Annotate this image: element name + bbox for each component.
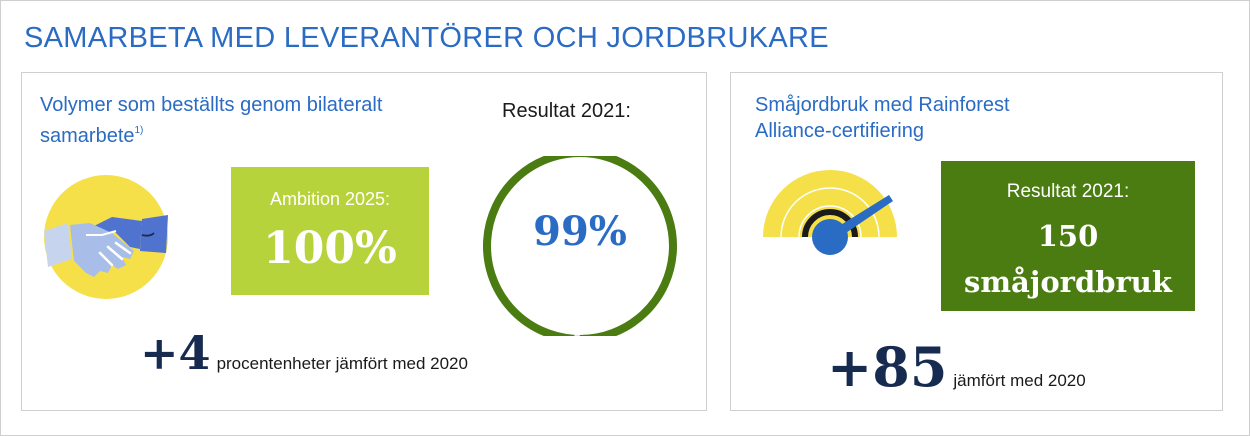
footnote-marker: 1)	[134, 125, 144, 136]
result-box: Resultat 2021: 150 småjordbruk	[941, 161, 1195, 311]
handshake-icon	[42, 173, 170, 301]
result-box-unit: småjordbruk	[964, 265, 1172, 299]
delta-row: +85 jämfört med 2020	[827, 335, 1086, 399]
result-box-value: 150 småjordbruk	[941, 213, 1195, 305]
panel-heading: Småjordbruk med Rainforest Alliance-cert…	[755, 94, 1010, 142]
ambition-box: Ambition 2025: 100%	[231, 167, 429, 295]
result-value: 99%	[533, 208, 627, 255]
delta-text: jämfört med 2020	[953, 371, 1086, 390]
result-ring: 99%	[477, 149, 683, 343]
result-box-number: 150	[1037, 219, 1099, 253]
gauge-icon	[759, 165, 901, 257]
panel-heading: Volymer som beställts genom bilateralt s…	[40, 92, 400, 149]
delta-row: +4 procentenheter jämfört med 2020	[140, 326, 468, 380]
panel-heading-text: Volymer som beställts genom bilateralt s…	[40, 94, 383, 147]
delta-text: procentenheter jämfört med 2020	[216, 354, 468, 373]
bilateral-volume-panel: Volymer som beställts genom bilateralt s…	[21, 72, 707, 411]
delta-value: +85	[827, 335, 948, 399]
delta-value: +4	[140, 326, 211, 380]
result-label: Resultat 2021:	[502, 100, 631, 122]
result-box-label: Resultat 2021:	[1006, 181, 1130, 202]
smallholder-panel: Småjordbruk med Rainforest Alliance-cert…	[730, 72, 1223, 411]
ambition-value: 100%	[263, 223, 397, 274]
page-title: SAMARBETA MED LEVERANTÖRER OCH JORDBRUKA…	[24, 22, 829, 54]
ambition-label: Ambition 2025:	[269, 189, 391, 209]
